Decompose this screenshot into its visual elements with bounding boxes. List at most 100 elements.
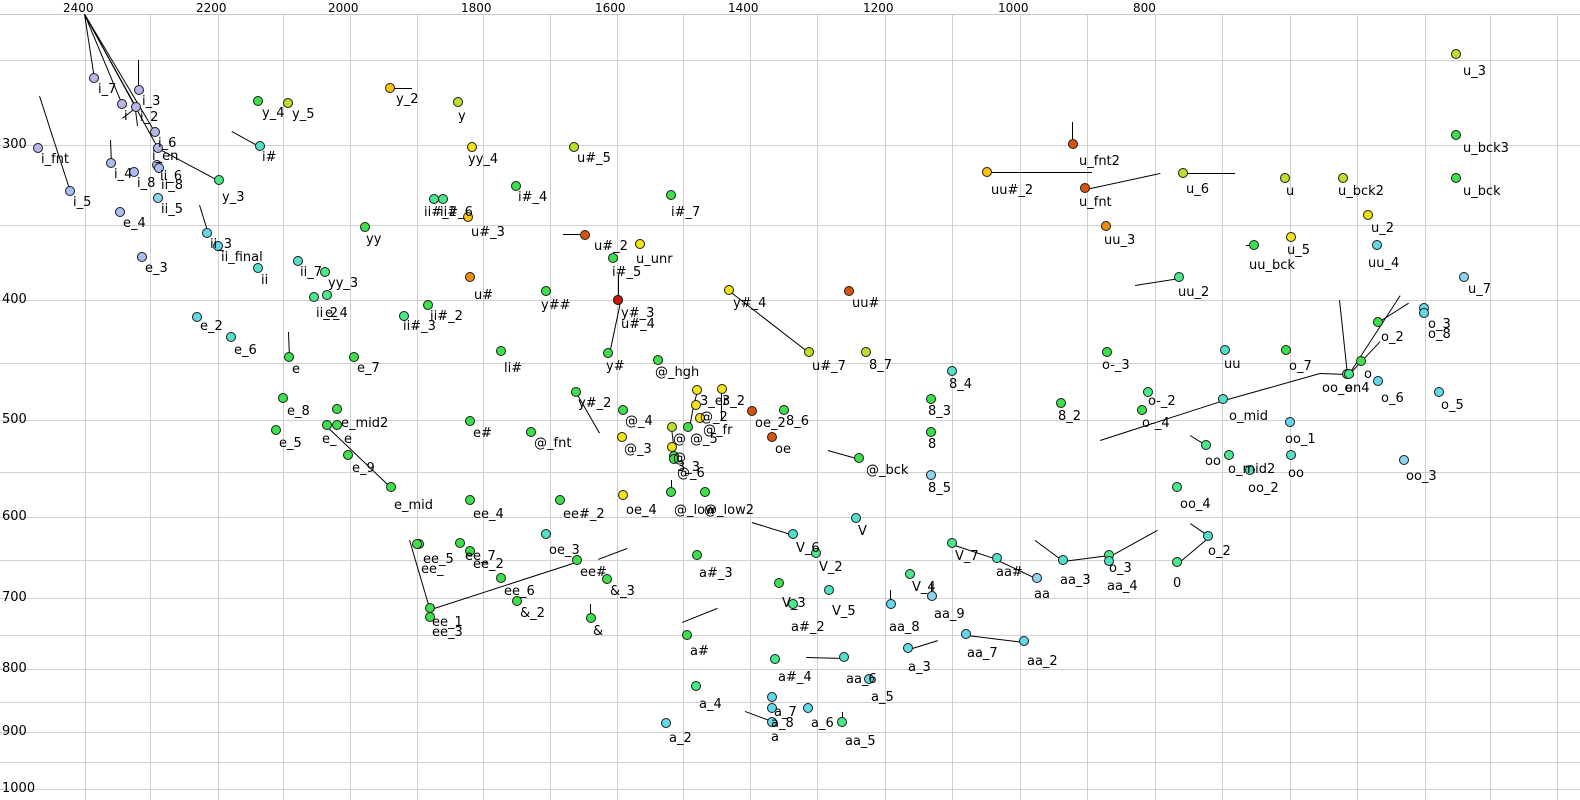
data-point[interactable]	[774, 578, 784, 588]
data-point[interactable]	[332, 420, 342, 430]
data-point[interactable]	[905, 569, 915, 579]
data-point[interactable]	[192, 312, 202, 322]
data-point[interactable]	[453, 97, 463, 107]
data-point[interactable]	[496, 346, 506, 356]
data-point[interactable]	[226, 332, 236, 342]
data-point[interactable]	[293, 256, 303, 266]
data-point[interactable]	[1249, 240, 1259, 250]
data-point[interactable]	[320, 267, 330, 277]
data-point[interactable]	[1068, 139, 1078, 149]
data-point[interactable]	[1373, 317, 1383, 327]
data-point[interactable]	[1143, 387, 1153, 397]
data-point[interactable]	[131, 102, 141, 112]
data-point[interactable]	[1399, 455, 1409, 465]
data-point[interactable]	[343, 450, 353, 460]
data-point[interactable]	[555, 495, 565, 505]
data-point[interactable]	[608, 253, 618, 263]
data-point[interactable]	[837, 717, 847, 727]
data-point[interactable]	[129, 167, 139, 177]
data-point[interactable]	[1174, 272, 1184, 282]
data-point[interactable]	[1104, 556, 1114, 566]
data-point[interactable]	[572, 555, 582, 565]
data-point[interactable]	[864, 674, 874, 684]
data-point[interactable]	[661, 718, 671, 728]
data-point[interactable]	[1178, 168, 1188, 178]
data-point[interactable]	[803, 703, 813, 713]
data-point[interactable]	[747, 406, 757, 416]
data-point[interactable]	[1203, 531, 1213, 541]
data-point[interactable]	[1218, 394, 1228, 404]
data-point[interactable]	[65, 186, 75, 196]
data-point[interactable]	[666, 487, 676, 497]
data-point[interactable]	[115, 207, 125, 217]
data-point[interactable]	[253, 96, 263, 106]
data-point[interactable]	[512, 596, 522, 606]
data-point[interactable]	[839, 652, 849, 662]
data-point[interactable]	[511, 181, 521, 191]
data-point[interactable]	[463, 212, 473, 222]
data-point[interactable]	[1344, 369, 1354, 379]
data-point[interactable]	[569, 142, 579, 152]
data-point[interactable]	[1224, 450, 1234, 460]
data-point[interactable]	[465, 272, 475, 282]
data-point[interactable]	[253, 263, 263, 273]
data-point[interactable]	[804, 347, 814, 357]
data-point[interactable]	[1245, 465, 1255, 475]
data-point[interactable]	[602, 574, 612, 584]
data-point[interactable]	[541, 286, 551, 296]
data-point[interactable]	[150, 127, 160, 137]
data-point[interactable]	[134, 85, 144, 95]
data-point[interactable]	[399, 311, 409, 321]
data-point[interactable]	[767, 692, 777, 702]
data-point[interactable]	[617, 432, 627, 442]
data-point[interactable]	[770, 654, 780, 664]
data-point[interactable]	[695, 413, 705, 423]
data-point[interactable]	[767, 717, 777, 727]
data-point[interactable]	[666, 190, 676, 200]
data-point[interactable]	[1286, 450, 1296, 460]
data-point[interactable]	[455, 538, 465, 548]
data-point[interactable]	[1281, 345, 1291, 355]
data-point[interactable]	[322, 420, 332, 430]
data-point[interactable]	[982, 167, 992, 177]
data-point[interactable]	[854, 453, 864, 463]
data-point[interactable]	[1102, 347, 1112, 357]
data-point[interactable]	[1101, 221, 1111, 231]
data-point[interactable]	[1372, 240, 1382, 250]
data-point[interactable]	[309, 292, 319, 302]
data-point[interactable]	[137, 252, 147, 262]
data-point[interactable]	[322, 290, 332, 300]
data-point[interactable]	[682, 630, 692, 640]
data-point[interactable]	[1032, 573, 1042, 583]
data-point[interactable]	[811, 548, 821, 558]
data-point[interactable]	[1056, 398, 1066, 408]
data-point[interactable]	[903, 643, 913, 653]
data-point[interactable]	[496, 573, 506, 583]
data-point[interactable]	[767, 432, 777, 442]
data-point[interactable]	[541, 529, 551, 539]
data-point[interactable]	[467, 142, 477, 152]
data-point[interactable]	[692, 550, 702, 560]
data-point[interactable]	[580, 230, 590, 240]
data-point[interactable]	[271, 425, 281, 435]
data-point[interactable]	[844, 286, 854, 296]
data-point[interactable]	[961, 629, 971, 639]
data-point[interactable]	[779, 405, 789, 415]
data-point[interactable]	[1172, 482, 1182, 492]
data-point[interactable]	[33, 143, 43, 153]
data-point[interactable]	[385, 83, 395, 93]
data-point[interactable]	[438, 194, 448, 204]
data-point[interactable]	[214, 175, 224, 185]
data-point[interactable]	[1280, 173, 1290, 183]
data-point[interactable]	[669, 454, 679, 464]
data-point[interactable]	[1338, 173, 1348, 183]
data-point[interactable]	[947, 538, 957, 548]
data-point[interactable]	[1019, 636, 1029, 646]
data-point[interactable]	[618, 490, 628, 500]
data-point[interactable]	[926, 470, 936, 480]
data-point[interactable]	[349, 352, 359, 362]
data-point[interactable]	[283, 98, 293, 108]
data-point[interactable]	[89, 73, 99, 83]
data-point[interactable]	[154, 163, 164, 173]
data-point[interactable]	[691, 400, 701, 410]
